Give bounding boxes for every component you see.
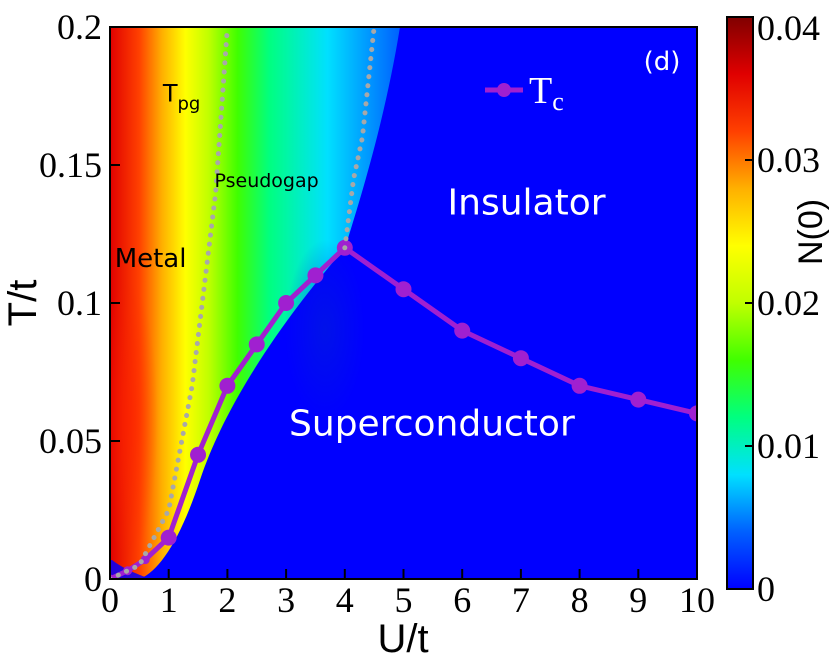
legend: Tc <box>485 70 564 116</box>
Tc-point <box>160 529 177 546</box>
region-label: Pseudogap <box>214 170 318 192</box>
region-label-main: Pseudogap <box>214 170 318 192</box>
Tc-point <box>307 267 324 284</box>
region-label-main: Metal <box>115 244 187 274</box>
x-tick-label: 9 <box>629 580 647 620</box>
colorbar-title: N(0) <box>792 199 830 265</box>
panel-label: (d) <box>644 47 681 77</box>
region-label: Tpg <box>162 80 201 115</box>
x-tick-label: 2 <box>218 580 236 620</box>
Tc-point <box>278 295 295 311</box>
region-label-main: Superconductor <box>289 403 575 444</box>
Tc-point <box>454 322 471 339</box>
Tc-point <box>689 405 697 422</box>
Tc-point <box>219 377 236 394</box>
heatmap-hot-spot <box>110 280 158 560</box>
colorbar-tick-label: 0.04 <box>757 8 820 48</box>
Tc-point <box>571 377 588 394</box>
region-label-sub: pg <box>178 94 201 115</box>
x-tick-label: 10 <box>679 580 715 620</box>
y-tick-label: 0 <box>84 559 102 599</box>
x-tick-label: 0 <box>101 580 119 620</box>
Tc-point <box>248 336 265 353</box>
y-axis-title: T/t <box>1 280 45 327</box>
legend-label: Tc <box>529 70 564 116</box>
y-axis: 0 0.05 0.1 0.15 0.2 <box>39 7 120 599</box>
Tc-point <box>630 391 647 408</box>
region-label: Insulator <box>448 183 606 224</box>
region-label: Superconductor <box>289 403 575 444</box>
Tc-point <box>190 446 207 463</box>
x-axis-title: U/t <box>377 617 428 659</box>
region-label: Metal <box>115 244 187 274</box>
x-tick-label: 4 <box>336 580 354 620</box>
region-label-main: T <box>162 80 178 108</box>
colorbar-tick-label: 0.03 <box>757 140 820 180</box>
x-axis: 0 1 2 3 4 5 6 7 8 9 10 <box>101 569 715 620</box>
crossover-dotted-line <box>342 27 377 251</box>
x-tick-label: 8 <box>571 580 589 620</box>
Tc-point <box>395 281 412 298</box>
legend-label-main: T <box>529 70 552 112</box>
colorbar-tick-label: 0.02 <box>757 283 820 323</box>
Tpg-dotted-line <box>110 27 230 579</box>
colorbar: 0 0.01 0.02 0.03 0.04 N(0) <box>726 8 830 609</box>
x-tick-label: 7 <box>512 580 530 620</box>
legend-label-sub: c <box>552 87 564 116</box>
Tc-line <box>110 244 697 579</box>
colorbar-tick-label: 0.01 <box>757 426 820 466</box>
x-tick-label: 5 <box>395 580 413 620</box>
legend-marker <box>497 83 511 97</box>
y-tick-label: 0.05 <box>39 421 102 461</box>
colorbar-tick-label: 0 <box>757 569 775 609</box>
x-tick-label: 6 <box>453 580 471 620</box>
x-tick-label: 1 <box>160 580 178 620</box>
region-label-main: Insulator <box>448 183 606 224</box>
y-tick-label: 0.2 <box>57 7 102 47</box>
y-tick-label: 0.15 <box>39 145 102 185</box>
x-tick-label: 3 <box>277 580 295 620</box>
Tc-point <box>512 350 529 367</box>
y-tick-label: 0.1 <box>57 283 102 323</box>
